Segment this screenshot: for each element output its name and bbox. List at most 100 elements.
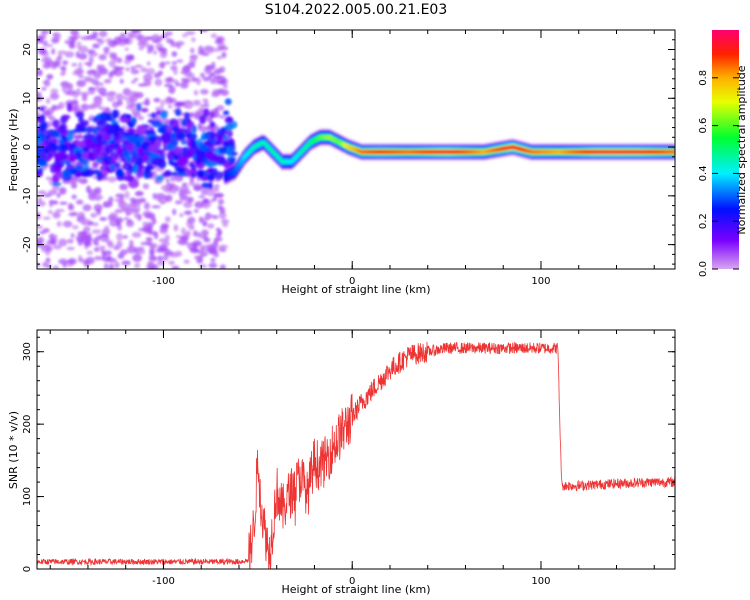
- noise-blob: [213, 240, 219, 248]
- noise-blob: [203, 140, 213, 146]
- noise-blob: [75, 199, 84, 205]
- noise-blob: [37, 225, 43, 229]
- noise-blob: [125, 153, 132, 163]
- noise-blob: [202, 108, 210, 118]
- noise-blob: [45, 257, 51, 264]
- noise-blob: [114, 65, 119, 74]
- noise-blob: [130, 116, 138, 125]
- noise-blob: [37, 69, 43, 77]
- noise-blob: [37, 37, 44, 44]
- noise-blob: [37, 262, 41, 268]
- noise-blob: [140, 107, 149, 113]
- y-tick-label: -10: [22, 188, 33, 204]
- noise-blob: [73, 134, 84, 140]
- noise-blob: [209, 72, 216, 77]
- noise-blob: [75, 235, 84, 242]
- noise-blob: [226, 156, 237, 162]
- noise-blob: [222, 110, 230, 116]
- noise-blob: [147, 144, 159, 153]
- noise-blob: [121, 163, 133, 171]
- snr-frame: [36, 329, 676, 570]
- noise-blob: [114, 261, 120, 269]
- noise-blob: [174, 108, 182, 117]
- snr-series-line: [37, 341, 675, 569]
- noise-blob: [138, 45, 145, 51]
- noise-blob: [72, 99, 78, 107]
- noise-blob: [133, 210, 139, 219]
- noise-blob: [67, 258, 77, 265]
- spectrogram-frame: [36, 29, 676, 270]
- noise-blob: [176, 43, 181, 49]
- noise-blob: [90, 212, 97, 218]
- y-tick-label: 20: [22, 43, 33, 56]
- noise-blob: [85, 256, 95, 265]
- noise-blob: [78, 177, 88, 185]
- noise-blob: [102, 202, 110, 208]
- noise-blob: [191, 77, 198, 82]
- noise-blob: [84, 241, 92, 247]
- noise-blob: [44, 44, 54, 48]
- noise-blob: [185, 230, 191, 237]
- noise-blob: [98, 30, 108, 38]
- noise-blob: [122, 235, 129, 239]
- noise-blob: [87, 87, 96, 91]
- noise-blob: [137, 115, 145, 121]
- noise-blob: [156, 47, 167, 51]
- noise-blob: [215, 192, 225, 198]
- noise-blob: [145, 213, 153, 219]
- x-tick-label: 0: [349, 576, 355, 587]
- noise-blob: [99, 216, 107, 221]
- noise-blob: [187, 72, 195, 79]
- noise-blob: [210, 33, 218, 39]
- noise-blob: [43, 193, 52, 198]
- colorbar-tick-label: 0.6: [698, 118, 709, 134]
- noise-blob: [197, 169, 204, 179]
- noise-blob: [146, 129, 156, 135]
- noise-blob: [116, 137, 123, 143]
- noise-blob: [168, 85, 176, 94]
- noise-blob: [129, 197, 136, 203]
- noise-blob: [202, 221, 208, 227]
- noise-blob: [81, 120, 90, 126]
- noise-blob: [213, 75, 223, 79]
- noise-blob: [57, 50, 67, 55]
- noise-blob: [94, 241, 100, 247]
- noise-blob: [154, 106, 164, 112]
- noise-blob: [174, 200, 183, 205]
- noise-blob: [78, 61, 83, 70]
- snr-ticks: -100 0 100 0 100 200 300: [22, 330, 675, 587]
- noise-blob: [64, 39, 70, 45]
- noise-blob: [189, 161, 196, 168]
- noise-blob: [122, 37, 130, 42]
- colorbar: 0.0 0.2 0.4 0.6 0.8 Normalized spectral ampl…: [698, 30, 748, 277]
- noise-blob: [127, 218, 133, 225]
- noise-blob: [53, 32, 62, 41]
- noise-blob: [93, 247, 100, 252]
- noise-blob: [103, 263, 109, 269]
- noise-blob: [103, 155, 113, 165]
- noise-blob: [83, 226, 91, 233]
- noise-blob: [195, 159, 202, 166]
- noise-blob: [189, 222, 195, 229]
- noise-blob: [51, 48, 56, 55]
- noise-blob: [47, 209, 53, 215]
- noise-blob: [49, 92, 60, 100]
- noise-blob: [95, 113, 107, 121]
- noise-blob: [152, 50, 158, 55]
- noise-blob: [214, 68, 222, 75]
- noise-blob: [43, 145, 54, 152]
- noise-blob: [183, 79, 192, 83]
- noise-blob: [59, 201, 68, 205]
- noise-blob: [37, 200, 46, 207]
- noise-blob: [108, 263, 114, 269]
- noise-blob: [136, 102, 142, 112]
- noise-blob: [168, 97, 177, 104]
- noise-blob: [219, 264, 226, 269]
- noise-blob: [119, 78, 124, 85]
- noise-blob: [163, 61, 171, 65]
- noise-blob: [72, 70, 82, 76]
- noise-blob: [201, 230, 209, 237]
- noise-blob: [164, 31, 173, 36]
- noise-blob: [213, 251, 219, 258]
- noise-blob: [80, 104, 87, 109]
